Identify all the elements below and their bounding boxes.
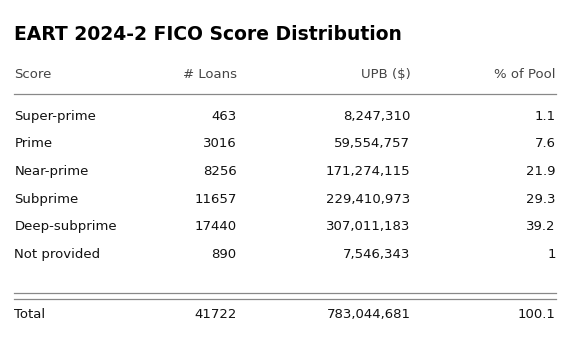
Text: Not provided: Not provided (14, 248, 100, 261)
Text: 8256: 8256 (203, 165, 237, 178)
Text: 1: 1 (547, 248, 556, 261)
Text: Subprime: Subprime (14, 193, 79, 206)
Text: 100.1: 100.1 (518, 308, 556, 320)
Text: 783,044,681: 783,044,681 (327, 308, 410, 320)
Text: Near-prime: Near-prime (14, 165, 88, 178)
Text: 307,011,183: 307,011,183 (326, 220, 410, 233)
Text: % of Pool: % of Pool (494, 68, 556, 81)
Text: 463: 463 (211, 110, 237, 123)
Text: UPB ($): UPB ($) (361, 68, 410, 81)
Text: 17440: 17440 (194, 220, 237, 233)
Text: 59,554,757: 59,554,757 (335, 137, 410, 150)
Text: 41722: 41722 (194, 308, 237, 320)
Text: 171,274,115: 171,274,115 (326, 165, 410, 178)
Text: 8,247,310: 8,247,310 (343, 110, 410, 123)
Text: Total: Total (14, 308, 46, 320)
Text: 21.9: 21.9 (526, 165, 556, 178)
Text: 229,410,973: 229,410,973 (326, 193, 410, 206)
Text: 890: 890 (211, 248, 237, 261)
Text: Deep-subprime: Deep-subprime (14, 220, 117, 233)
Text: Prime: Prime (14, 137, 52, 150)
Text: Score: Score (14, 68, 52, 81)
Text: # Loans: # Loans (182, 68, 237, 81)
Text: 29.3: 29.3 (526, 193, 556, 206)
Text: EART 2024-2 FICO Score Distribution: EART 2024-2 FICO Score Distribution (14, 25, 402, 44)
Text: 39.2: 39.2 (526, 220, 556, 233)
Text: 1.1: 1.1 (535, 110, 556, 123)
Text: 7.6: 7.6 (535, 137, 556, 150)
Text: 11657: 11657 (194, 193, 237, 206)
Text: Super-prime: Super-prime (14, 110, 96, 123)
Text: 7,546,343: 7,546,343 (343, 248, 410, 261)
Text: 3016: 3016 (203, 137, 237, 150)
